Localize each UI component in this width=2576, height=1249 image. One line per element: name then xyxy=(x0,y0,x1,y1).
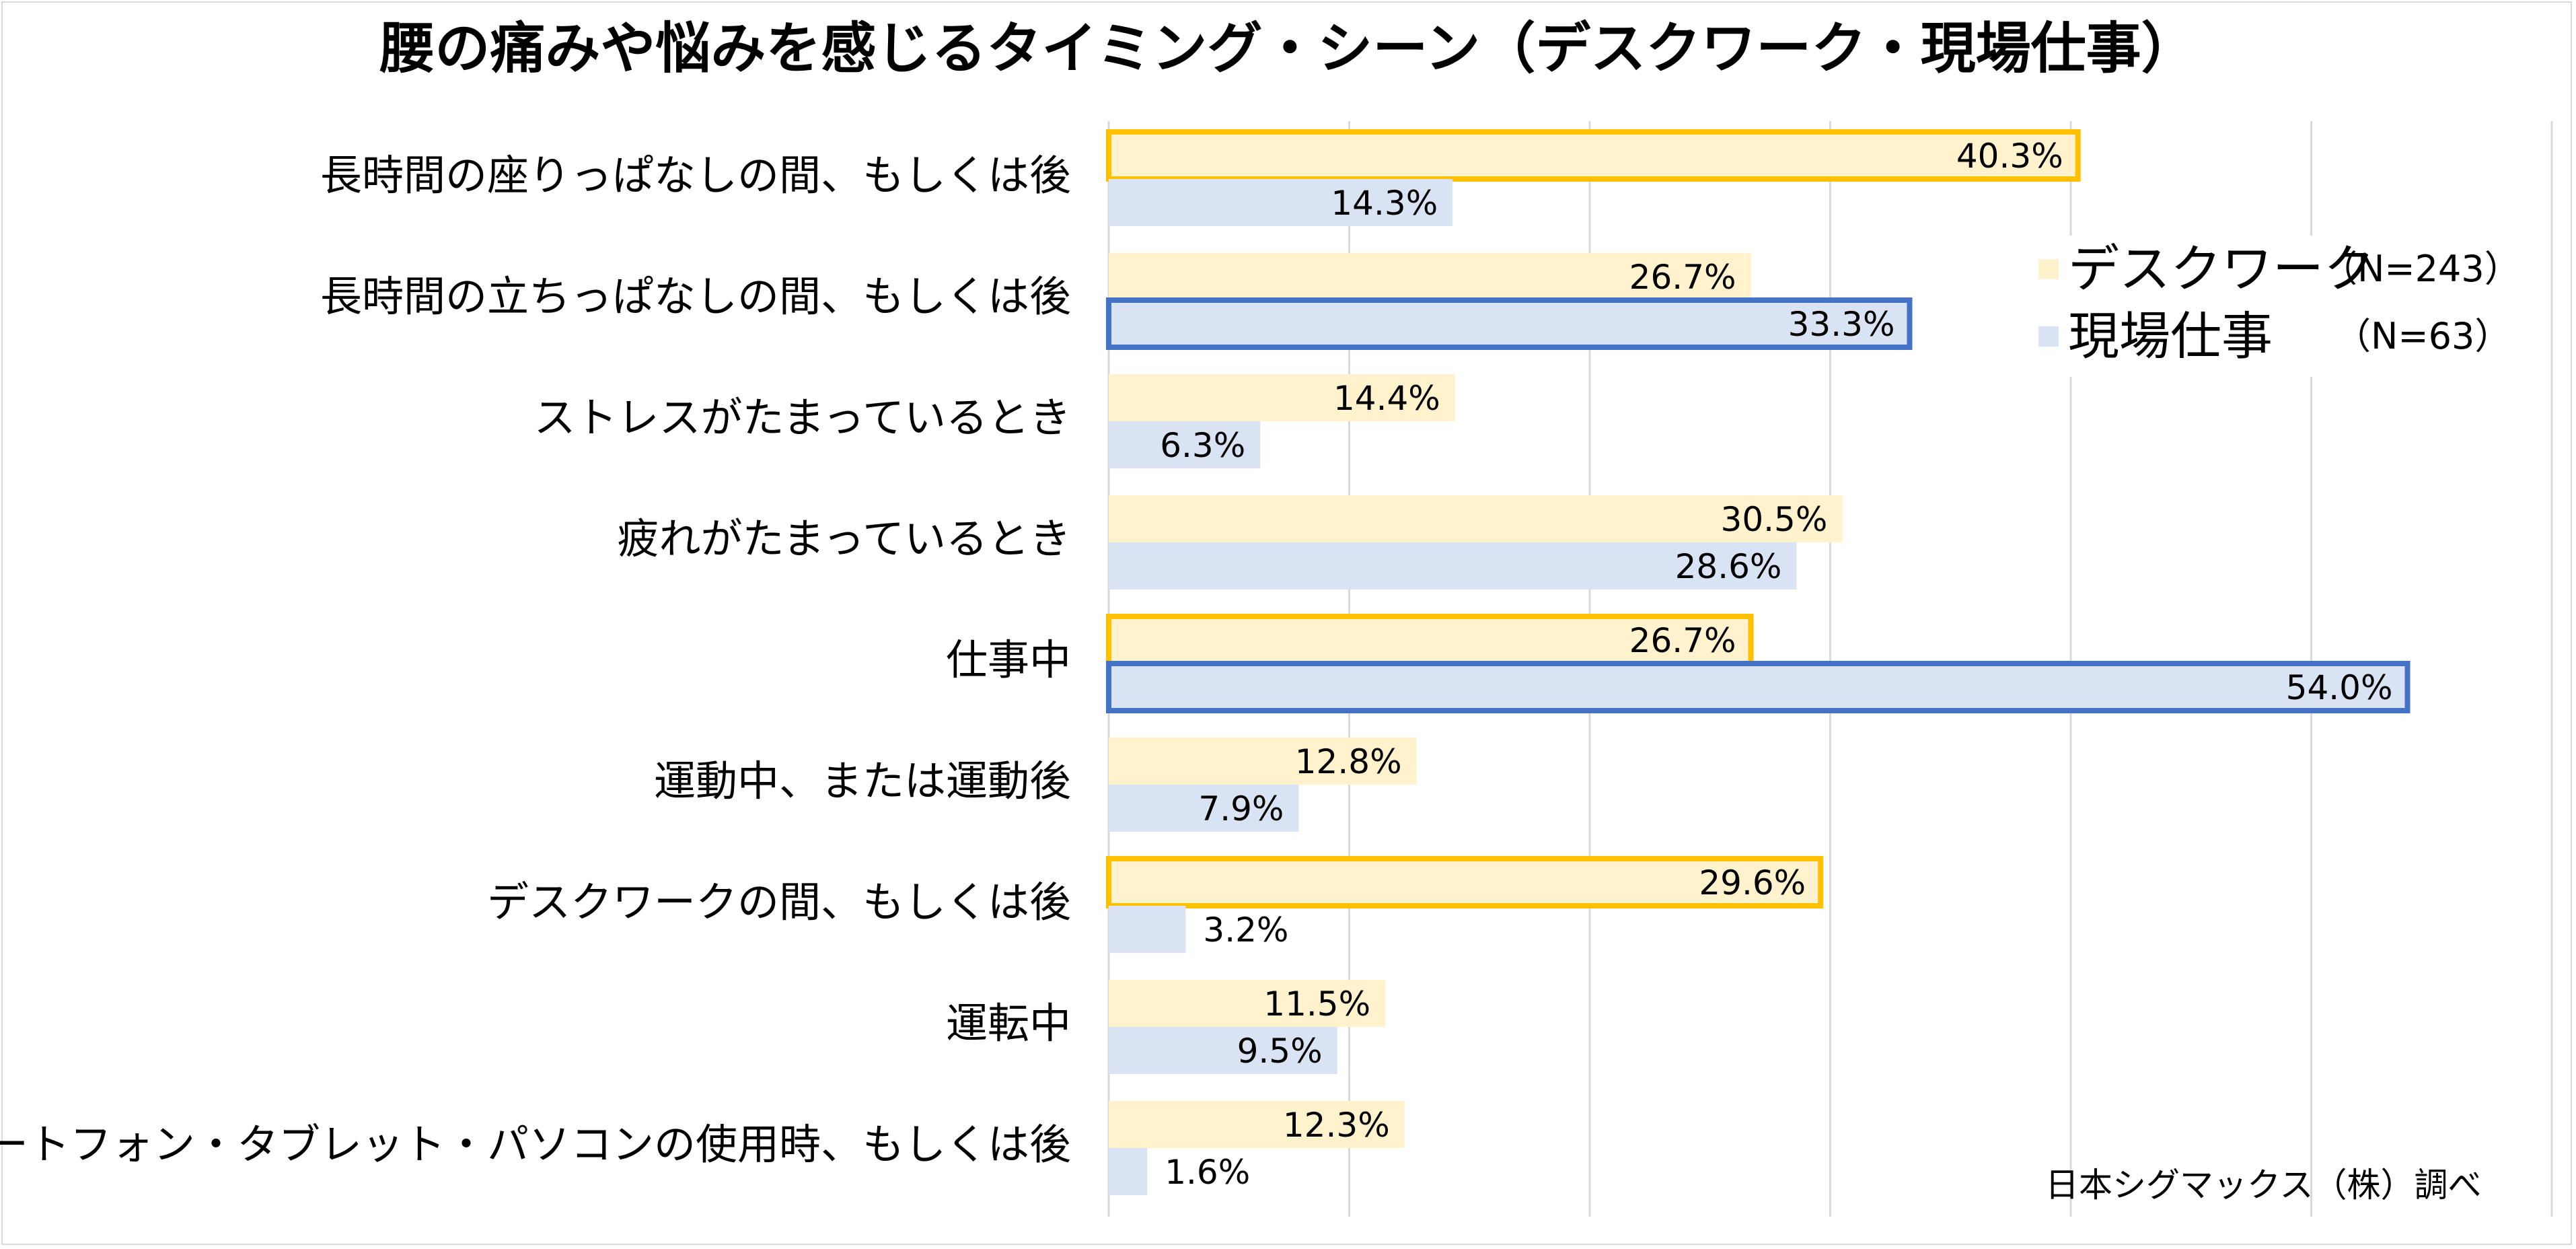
category-label: 運動中、または運動後 xyxy=(654,756,1071,806)
legend-label-desk: デスクワーク xyxy=(2068,239,2375,299)
bar-field xyxy=(1109,785,1299,832)
value-label-field: 7.9% xyxy=(1198,789,1284,828)
value-label-desk: 30.5% xyxy=(1721,500,1828,539)
category-label: 疲れがたまっているとき xyxy=(617,514,1071,563)
category-label: 長時間の座りっぱなしの間、もしくは後 xyxy=(320,151,1071,200)
legend-swatch-field xyxy=(2038,326,2059,347)
value-label-desk: 26.7% xyxy=(1629,258,1736,297)
bar-desk xyxy=(1109,980,1386,1027)
legend-item-desk: デスクワーク （N=243） xyxy=(2038,236,2521,303)
bar-desk xyxy=(1106,129,2081,182)
bar-field xyxy=(1109,1027,1337,1074)
value-label-field: 28.6% xyxy=(1675,547,1782,586)
value-label-field: 3.2% xyxy=(1203,911,1288,950)
category-label: スマートフォン・タブレット・パソコンの使用時、もしくは後 xyxy=(0,1120,1071,1169)
category-label: 仕事中 xyxy=(946,635,1071,684)
legend-n-desk: （N=243） xyxy=(2321,248,2521,290)
legend-label-field: 現場仕事 xyxy=(2068,306,2273,366)
value-label-field: 9.5% xyxy=(1237,1032,1323,1071)
bar-field xyxy=(1106,297,1913,350)
legend-swatch-desk xyxy=(2038,259,2059,279)
bar-field xyxy=(1109,542,1797,590)
bar-desk xyxy=(1106,856,1824,908)
category-label: ストレスがたまっているとき xyxy=(533,393,1071,442)
legend-item-field: 現場仕事 （N=63） xyxy=(2038,303,2511,370)
value-label-field: 33.3% xyxy=(1788,305,1895,344)
category-label: 長時間の立ちっぱなしの間、もしくは後 xyxy=(320,272,1071,321)
bar-desk xyxy=(1109,495,1843,542)
bar-field xyxy=(1106,661,2411,713)
bar-desk xyxy=(1109,1101,1405,1148)
bar-field xyxy=(1109,179,1453,226)
bar-field xyxy=(1109,906,1186,953)
value-label-field: 6.3% xyxy=(1160,426,1245,465)
value-label-desk: 14.4% xyxy=(1333,379,1440,418)
bar-desk xyxy=(1109,738,1417,785)
bar-field xyxy=(1109,1148,1148,1195)
value-label-desk: 11.5% xyxy=(1263,985,1370,1024)
value-label-desk: 29.6% xyxy=(1699,863,1806,902)
chart-title: 腰の痛みや悩みを感じるタイミング・シーン（デスクワーク・現場仕事） xyxy=(379,17,2197,81)
category-label: 運転中 xyxy=(946,999,1071,1048)
category-label: デスクワークの間、もしくは後 xyxy=(487,878,1071,927)
value-label-field: 1.6% xyxy=(1165,1153,1250,1192)
value-label-desk: 12.8% xyxy=(1295,742,1402,781)
legend-n-field: （N=63） xyxy=(2334,315,2511,357)
value-label-desk: 40.3% xyxy=(1956,137,2063,176)
bar-desk xyxy=(1109,374,1455,421)
bar-field xyxy=(1109,421,1261,468)
value-label-desk: 26.7% xyxy=(1629,621,1736,660)
bar-desk xyxy=(1109,253,1751,300)
source-note: 日本シグマックス（株）調べ xyxy=(2045,1166,2482,1205)
value-label-desk: 12.3% xyxy=(1283,1106,1390,1145)
value-label-field: 14.3% xyxy=(1331,184,1438,223)
value-label-field: 54.0% xyxy=(2286,668,2393,707)
legend: デスクワーク （N=243） 現場仕事 （N=63） xyxy=(2038,236,2550,377)
